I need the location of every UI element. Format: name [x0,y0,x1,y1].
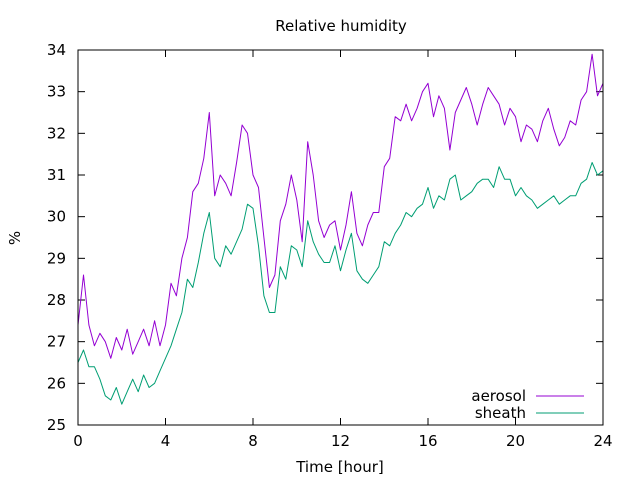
y-tick-label: 34 [47,41,66,59]
x-tick-label: 8 [248,432,258,450]
y-tick-label: 31 [47,166,66,184]
x-tick-label: 0 [73,432,83,450]
y-tick-label: 29 [47,249,66,267]
x-axis-label: Time [hour] [295,458,384,476]
chart-title: Relative humidity [275,17,407,35]
x-tick-label: 24 [593,432,612,450]
legend: aerosol sheath [471,387,584,422]
y-tick-label: 33 [47,83,66,101]
plot-frame [77,49,604,426]
y-tick-label: 27 [47,333,66,351]
y-tick-label: 32 [47,124,66,142]
series-layer [77,53,604,405]
legend-label-aerosol: aerosol [471,387,526,405]
y-tick-label: 25 [47,416,66,434]
x-tick-label: 4 [161,432,171,450]
x-tick-label: 12 [331,432,350,450]
legend-label-sheath: sheath [475,404,526,422]
y-axis-label: % [6,231,24,245]
y-tick-label: 28 [47,291,66,309]
series-line-sheath [77,162,604,405]
series-line-aerosol [77,53,604,359]
y-tick-label: 30 [47,208,66,226]
x-tick-label: 20 [506,432,525,450]
y-tick-label: 26 [47,374,66,392]
x-tick-label: 16 [418,432,437,450]
